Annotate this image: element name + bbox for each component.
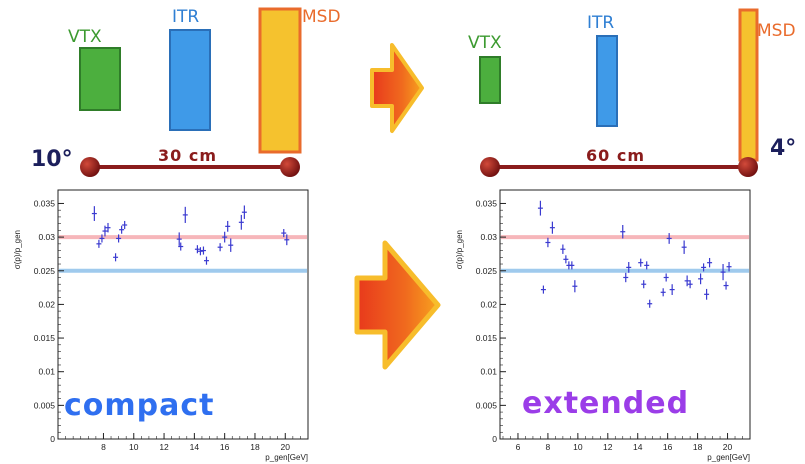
x-tick-label: 12 xyxy=(603,442,613,452)
distance-label: 60 cm xyxy=(586,146,645,165)
plot-frame xyxy=(57,189,309,440)
x-tick-label: 16 xyxy=(663,442,673,452)
y-tick-label: 0.035 xyxy=(34,198,56,208)
msd-label: MSD xyxy=(757,21,796,41)
y-tick-label: 0.03 xyxy=(38,232,55,242)
x-tick-label: 10 xyxy=(573,442,583,452)
y-tick-label: 0.005 xyxy=(34,400,56,410)
setup-compact: VTX ITR MSD 30 cm 10° xyxy=(31,7,341,177)
y-tick-label: 0 xyxy=(492,434,497,444)
y-tick-label: 0 xyxy=(50,434,55,444)
x-tick-label: 12 xyxy=(159,442,169,452)
y-tick-label: 0.015 xyxy=(34,333,56,343)
y-tick-label: 0.015 xyxy=(476,333,498,343)
y-tick-label: 0.03 xyxy=(480,232,497,242)
x-tick-label: 8 xyxy=(546,442,551,452)
msd-detector xyxy=(738,8,759,162)
x-tick-label: 8 xyxy=(101,442,106,452)
vtx-detector xyxy=(79,47,121,111)
itr-label: ITR xyxy=(172,7,199,27)
y-tick-label: 0.02 xyxy=(480,299,497,309)
x-tick-label: 20 xyxy=(281,442,291,452)
x-tick-label: 10 xyxy=(129,442,139,452)
itr-detector xyxy=(596,35,618,127)
y-tick-label: 0.02 xyxy=(38,299,55,309)
vtx-detector xyxy=(479,56,501,104)
y-axis-label: σ(p)/p_gen xyxy=(13,230,22,269)
rail-end-left xyxy=(480,157,500,177)
x-tick-label: 20 xyxy=(723,442,733,452)
rail-end-right xyxy=(738,157,758,177)
distance-label: 30 cm xyxy=(158,146,217,165)
x-tick-label: 16 xyxy=(220,442,230,452)
arrow-right-icon xyxy=(354,240,441,370)
msd-detector xyxy=(258,7,302,154)
vtx-label: VTX xyxy=(468,33,502,53)
msd-label: MSD xyxy=(302,7,341,27)
x-axis-label: p_gen[GeV] xyxy=(707,453,750,462)
plot-compact: 0 0.005 0.01 0.015 0.02 0.025 0.03 0.035 8 10 12 14… xyxy=(13,189,309,462)
y-tick-label: 0.035 xyxy=(476,198,498,208)
y-tick-label: 0.01 xyxy=(38,367,55,377)
configuration-label: extended xyxy=(522,386,689,421)
rail-end-left xyxy=(80,157,100,177)
x-tick-label: 6 xyxy=(516,442,521,452)
x-tick-label: 18 xyxy=(693,442,703,452)
x-tick-label: 14 xyxy=(190,442,200,452)
vtx-label: VTX xyxy=(68,27,102,47)
y-tick-label: 0.025 xyxy=(34,266,56,276)
x-tick-label: 18 xyxy=(250,442,260,452)
angle-label: 4° xyxy=(770,136,796,161)
configuration-label: compact xyxy=(64,388,215,423)
y-axis-label: σ(p)/p_gen xyxy=(455,230,464,269)
x-axis-label: p_gen[GeV] xyxy=(265,453,308,462)
rail-end-right xyxy=(280,157,300,177)
y-tick-label: 0.005 xyxy=(476,400,498,410)
setup-extended: VTX ITR MSD 60 cm 4° xyxy=(468,8,796,177)
arrow-right-icon xyxy=(370,43,424,133)
y-tick-label: 0.025 xyxy=(476,266,498,276)
itr-detector xyxy=(169,29,211,131)
angle-label: 10° xyxy=(31,147,73,172)
y-tick-label: 0.01 xyxy=(480,367,497,377)
x-tick-label: 14 xyxy=(633,442,643,452)
itr-label: ITR xyxy=(587,13,614,33)
plot-extended: 0 0.005 0.01 0.015 0.02 0.025 0.03 0.035 6 8 10 12 1… xyxy=(455,189,751,462)
